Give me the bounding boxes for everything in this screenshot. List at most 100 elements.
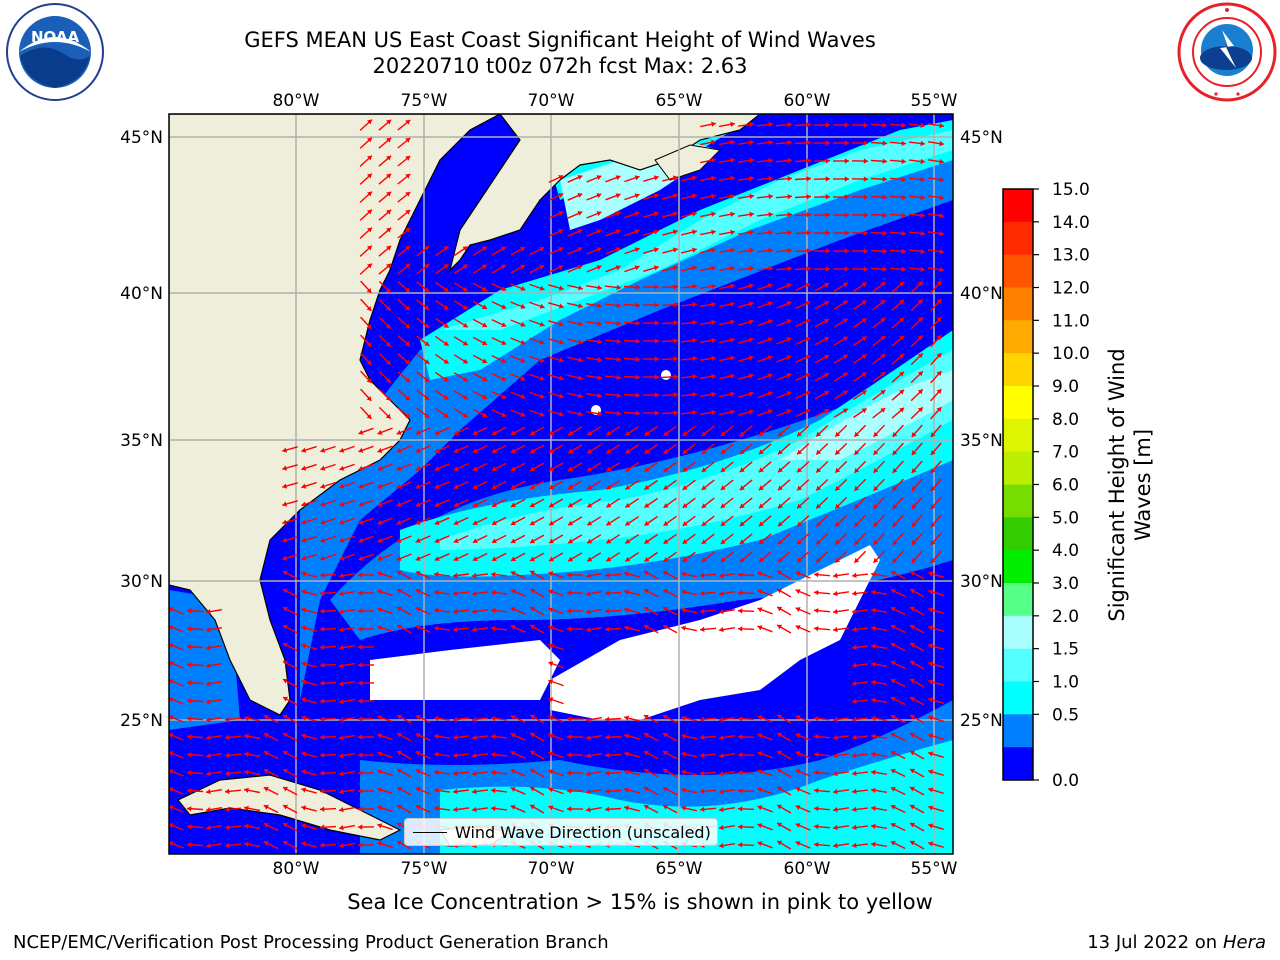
wind-arrow-head bbox=[339, 591, 344, 597]
wind-arrow-head bbox=[510, 769, 516, 774]
wind-arrow-head bbox=[206, 771, 211, 777]
wind-arrow-head bbox=[814, 842, 819, 848]
wind-arrow-head bbox=[833, 626, 838, 633]
wind-arrow-head bbox=[777, 822, 783, 828]
wind-arrow-head bbox=[339, 519, 345, 525]
wind-arrow-head bbox=[377, 589, 383, 595]
wind-arrow-head bbox=[833, 752, 838, 759]
wind-arrow-head bbox=[397, 714, 402, 720]
wind-arrow-head bbox=[899, 407, 904, 413]
wind-arrow-head bbox=[768, 229, 773, 236]
wind-arrow-head bbox=[548, 787, 554, 793]
wind-arrow-head bbox=[730, 391, 735, 397]
wind-arrow-head bbox=[500, 246, 506, 252]
wind-arrow-head bbox=[825, 176, 830, 182]
wind-arrow-head bbox=[777, 606, 783, 612]
wind-arrow-head bbox=[757, 733, 763, 739]
wind-arrow-head bbox=[225, 716, 230, 723]
wind-arrow-head bbox=[662, 714, 668, 720]
wind-arrow-head bbox=[405, 305, 410, 311]
wind-arrow-head bbox=[816, 431, 822, 437]
wind-arrow-head bbox=[673, 374, 678, 380]
wind-arrow-head bbox=[692, 211, 697, 217]
wind-arrow-head bbox=[767, 301, 773, 307]
colorbar-segment bbox=[1003, 517, 1033, 551]
wind-arrow-head bbox=[852, 608, 857, 615]
wind-arrow-head bbox=[443, 395, 449, 400]
wind-arrow-head bbox=[577, 265, 583, 270]
wind-arrow-head bbox=[491, 538, 497, 544]
wind-arrow-head bbox=[491, 733, 496, 740]
wind-arrow-head bbox=[663, 485, 669, 490]
wind-arrow-head bbox=[558, 303, 564, 309]
wind-arrow-head bbox=[873, 521, 879, 527]
wind-arrow-head bbox=[644, 430, 650, 436]
wind-arrow-head bbox=[415, 733, 421, 738]
wind-arrow-head bbox=[738, 572, 743, 578]
wind-arrow-head bbox=[711, 157, 716, 163]
wind-arrow-head bbox=[795, 823, 801, 828]
wind-arrow-head bbox=[928, 661, 934, 667]
wind-arrow-head bbox=[605, 734, 610, 740]
wind-arrow-head bbox=[814, 608, 819, 614]
wind-arrow-head bbox=[757, 589, 763, 595]
wind-arrow-head bbox=[301, 483, 307, 489]
wind-arrow-head bbox=[377, 501, 383, 507]
wind-arrow-head bbox=[653, 211, 659, 217]
wind-arrow-head bbox=[568, 466, 574, 472]
colorbar-tick-label: 4.0 bbox=[1052, 541, 1079, 561]
wind-arrow-head bbox=[397, 588, 402, 594]
wind-arrow-head bbox=[548, 751, 554, 757]
wind-arrow-head bbox=[530, 484, 535, 490]
wind-arrow-head bbox=[301, 787, 307, 793]
wind-arrow-head bbox=[491, 556, 497, 562]
wind-arrow-head bbox=[899, 335, 904, 341]
wind-arrow-head bbox=[738, 734, 743, 740]
map-title: GEFS MEAN US East Coast Significant Heig… bbox=[244, 28, 876, 52]
wind-arrow-head bbox=[415, 787, 421, 792]
wind-arrow-head bbox=[681, 769, 686, 775]
wind-arrow-head bbox=[443, 377, 449, 382]
wind-arrow-head bbox=[939, 140, 944, 147]
wind-arrow-head bbox=[424, 359, 430, 364]
wind-arrow-head bbox=[625, 430, 631, 436]
wind-arrow-head bbox=[606, 466, 612, 472]
wind-arrow-head bbox=[472, 770, 477, 777]
wind-arrow-head bbox=[939, 248, 944, 255]
wind-arrow-head bbox=[936, 353, 942, 358]
wind-arrow-head bbox=[472, 430, 478, 436]
wind-arrow-head bbox=[681, 733, 686, 739]
wind-arrow-head bbox=[339, 447, 345, 453]
wind-arrow-head bbox=[806, 122, 811, 128]
wind-arrow-head bbox=[283, 786, 288, 792]
wind-arrow-head bbox=[814, 824, 819, 830]
wind-arrow-head bbox=[606, 448, 612, 454]
wind-arrow-head bbox=[730, 229, 735, 235]
wind-arrow-head bbox=[358, 483, 364, 489]
wind-arrow-head bbox=[786, 283, 792, 289]
wind-arrow-head bbox=[616, 392, 621, 399]
wind-arrow-head bbox=[586, 807, 591, 813]
wind-arrow-head bbox=[169, 805, 174, 811]
wind-arrow-head bbox=[880, 408, 886, 413]
wind-arrow-head bbox=[768, 193, 773, 200]
wind-arrow-head bbox=[920, 122, 925, 129]
wind-arrow-head bbox=[768, 247, 773, 254]
wind-arrow-head bbox=[415, 466, 421, 471]
wind-arrow-head bbox=[711, 373, 716, 379]
wind-arrow-head bbox=[530, 714, 536, 720]
wind-arrow-head bbox=[462, 394, 468, 400]
colorbar-segment bbox=[1003, 747, 1033, 781]
wind-arrow-head bbox=[358, 590, 363, 596]
wind-arrow-head bbox=[597, 393, 602, 399]
wind-arrow-head bbox=[377, 769, 383, 775]
wind-arrow-head bbox=[187, 752, 192, 758]
wind-arrow-head bbox=[700, 770, 705, 776]
wind-arrow-head bbox=[530, 570, 536, 576]
wind-arrow-head bbox=[901, 176, 906, 182]
wind-arrow-head bbox=[928, 589, 934, 595]
wind-arrow-head bbox=[873, 557, 879, 563]
wind-arrow-head bbox=[169, 607, 174, 613]
wind-arrow-head bbox=[397, 606, 402, 612]
wind-arrow-head bbox=[825, 248, 830, 254]
